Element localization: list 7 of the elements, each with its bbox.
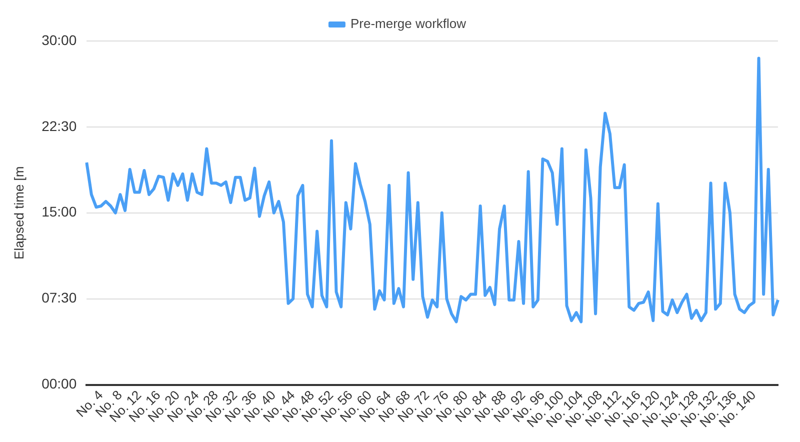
y-tick-label: 00:00 <box>42 376 77 392</box>
y-axis-title: Elapsed time [m <box>11 166 26 260</box>
legend-label: Pre-merge workflow <box>350 16 467 32</box>
y-tick-label: 07:30 <box>42 290 77 306</box>
y-tick-label: 30:00 <box>42 32 77 48</box>
y-tick-label: 15:00 <box>42 204 77 220</box>
y-tick-label: 22:30 <box>42 118 77 134</box>
